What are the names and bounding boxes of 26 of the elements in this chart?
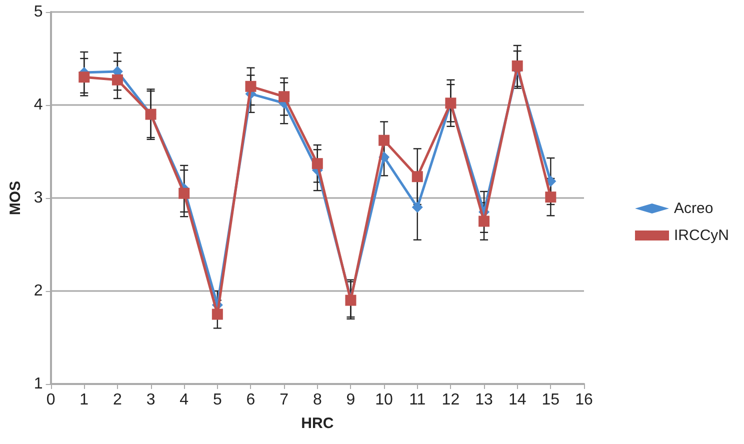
x-tick-label: 9 bbox=[346, 392, 356, 408]
legend-label: IRCCyN bbox=[674, 227, 729, 244]
x-tick-label: 11 bbox=[409, 392, 426, 408]
x-tick-label: 15 bbox=[542, 392, 560, 408]
x-tick-label: 12 bbox=[442, 392, 460, 408]
x-tick-label: 0 bbox=[46, 392, 56, 408]
y-tick-label: 2 bbox=[34, 282, 43, 300]
y-tick-label: 1 bbox=[34, 376, 43, 392]
x-tick-label: 5 bbox=[212, 392, 222, 408]
x-tick-label: 2 bbox=[112, 392, 122, 408]
y-tick-label: 3 bbox=[34, 190, 43, 206]
x-tick-label: 13 bbox=[475, 392, 494, 408]
legend-label: Acreo bbox=[674, 200, 714, 217]
x-tick-label: 8 bbox=[312, 392, 322, 408]
x-tick-label: 16 bbox=[575, 392, 593, 408]
x-tick-label: 14 bbox=[508, 392, 526, 408]
y-axis-title: MOS bbox=[7, 180, 24, 216]
x-tick-label: 4 bbox=[180, 392, 189, 408]
y-tick-label: 5 bbox=[34, 4, 43, 20]
y-tick-label: 4 bbox=[34, 96, 43, 114]
x-axis-title: HRC bbox=[301, 415, 334, 432]
x-tick-label: 3 bbox=[146, 392, 156, 408]
x-tick-label: 6 bbox=[246, 392, 256, 408]
x-tick-label: 10 bbox=[375, 392, 394, 408]
x-tick-label: 1 bbox=[80, 392, 89, 408]
x-tick-label: 7 bbox=[280, 392, 289, 408]
